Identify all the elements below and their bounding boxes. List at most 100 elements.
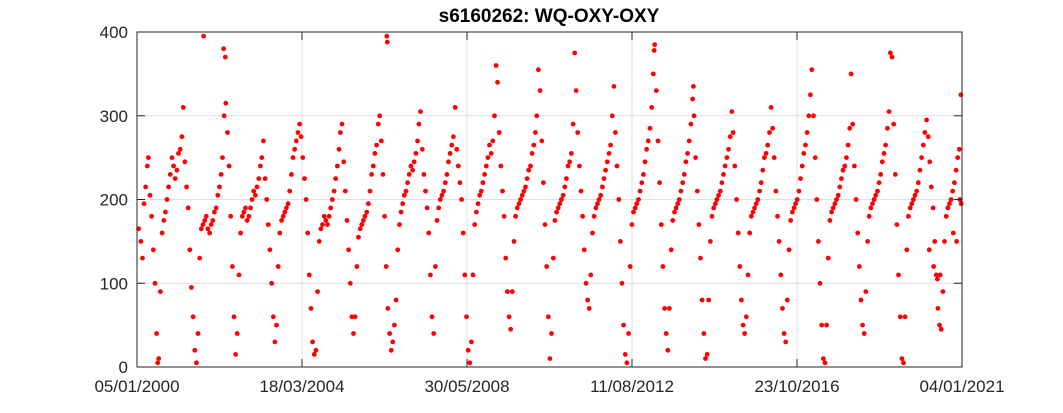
data-point <box>370 163 376 169</box>
data-point <box>956 146 962 152</box>
data-point <box>902 314 908 320</box>
data-point <box>694 188 700 194</box>
data-point <box>824 322 829 328</box>
data-point <box>721 172 726 177</box>
data-point <box>444 172 450 177</box>
data-point <box>883 142 888 148</box>
data-point <box>539 138 545 144</box>
data-point <box>377 113 383 119</box>
data-point <box>839 176 844 182</box>
data-point <box>642 159 648 165</box>
data-point <box>534 113 540 119</box>
data-point <box>253 192 258 198</box>
data-point <box>472 222 478 228</box>
data-point <box>434 218 440 223</box>
data-point <box>311 352 317 357</box>
data-point <box>201 33 207 39</box>
data-point <box>618 239 623 244</box>
data-point <box>658 222 664 228</box>
data-point <box>891 121 897 127</box>
data-point <box>509 289 515 294</box>
data-point <box>526 167 532 173</box>
data-point <box>955 155 961 161</box>
data-point <box>506 314 512 320</box>
data-point <box>560 192 566 198</box>
data-point <box>467 360 473 366</box>
data-point <box>765 142 771 148</box>
data-point <box>460 230 466 236</box>
data-point <box>904 247 910 253</box>
data-point <box>202 218 208 223</box>
data-point <box>310 339 315 345</box>
data-point <box>357 226 363 232</box>
data-point <box>580 213 585 219</box>
data-point <box>143 184 149 190</box>
data-point <box>342 188 348 194</box>
data-point <box>606 151 612 156</box>
data-point <box>953 167 959 173</box>
data-point <box>220 155 225 161</box>
data-point <box>940 289 946 294</box>
data-point <box>722 163 728 169</box>
data-point <box>919 155 924 161</box>
data-point <box>845 142 851 148</box>
data-point <box>889 54 895 60</box>
data-point <box>384 39 390 45</box>
data-point <box>529 151 535 156</box>
data-point <box>568 151 574 156</box>
data-point <box>770 125 775 131</box>
data-point <box>799 163 805 169</box>
data-point <box>796 188 802 194</box>
data-point <box>801 151 807 156</box>
data-point <box>743 314 749 320</box>
data-point <box>747 230 753 236</box>
data-point <box>885 125 890 131</box>
data-point <box>811 113 816 119</box>
data-point <box>516 201 522 207</box>
data-point <box>852 163 857 169</box>
data-point <box>531 142 537 148</box>
data-point <box>601 176 607 182</box>
data-point <box>555 205 561 211</box>
data-point <box>248 205 253 211</box>
data-point <box>750 209 756 215</box>
data-point <box>935 276 940 282</box>
data-point <box>346 247 351 253</box>
data-point <box>179 134 185 140</box>
data-point <box>156 356 162 361</box>
data-point <box>819 322 825 328</box>
data-point <box>144 163 150 169</box>
data-point <box>613 130 618 135</box>
data-point <box>226 163 232 169</box>
data-point <box>775 213 780 219</box>
data-point <box>254 184 260 190</box>
data-point <box>683 159 689 165</box>
data-point <box>794 197 800 202</box>
data-point <box>352 314 358 320</box>
data-point <box>875 188 880 194</box>
data-point <box>300 155 306 161</box>
data-point <box>372 151 378 156</box>
data-point <box>614 163 620 169</box>
data-point <box>241 209 247 215</box>
data-point <box>760 167 766 173</box>
data-point <box>858 297 864 303</box>
data-point <box>937 322 942 328</box>
data-point <box>719 180 725 186</box>
data-point <box>644 146 649 152</box>
data-point <box>935 306 941 311</box>
data-point <box>763 151 769 156</box>
data-point <box>681 172 687 177</box>
data-point <box>668 247 674 253</box>
data-point <box>439 192 445 198</box>
data-point <box>781 331 787 336</box>
data-point <box>195 331 201 336</box>
data-point <box>524 176 530 182</box>
data-point <box>442 180 448 186</box>
data-point <box>261 138 266 144</box>
data-point <box>290 155 296 161</box>
data-point <box>469 339 474 345</box>
data-point <box>856 264 862 269</box>
data-point <box>655 138 661 144</box>
data-point <box>326 213 332 219</box>
